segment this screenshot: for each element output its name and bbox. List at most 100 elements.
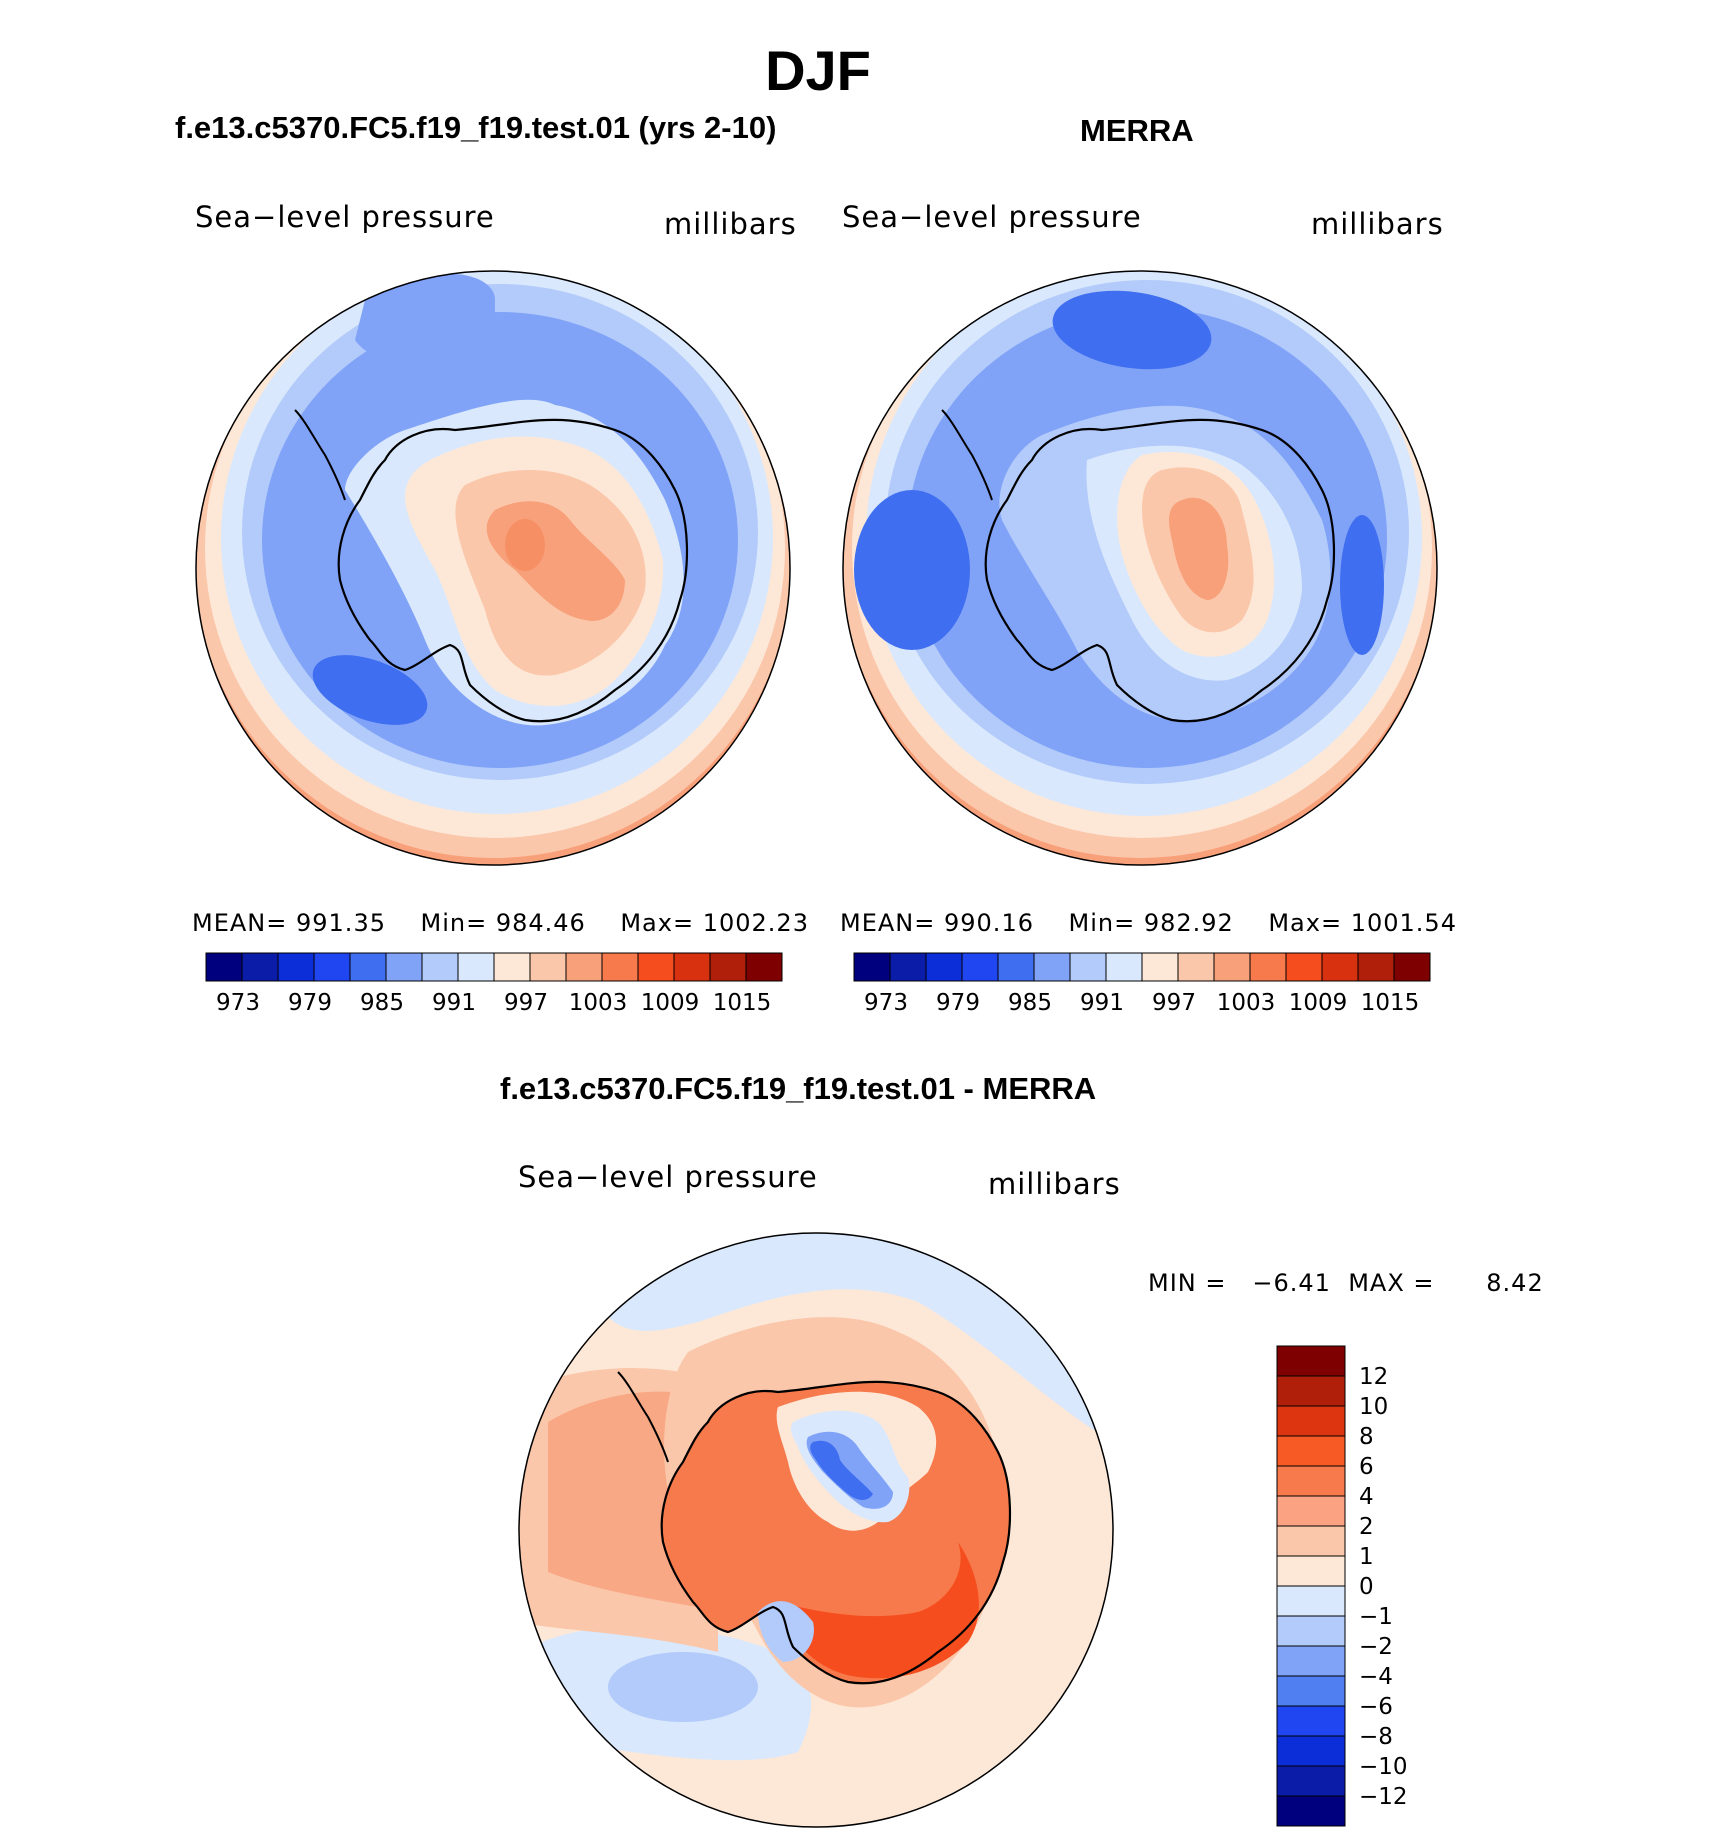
colorbar-difference-tick-label: −6 [1359,1694,1393,1720]
colorbar-model-swatch [745,952,783,982]
colorbar-model-swatch [349,952,387,982]
colorbar-merra-swatch [1033,952,1071,982]
colorbar-difference-tick-label: −2 [1359,1634,1393,1660]
colorbar-merra-swatch [1321,952,1359,982]
colorbar-model-swatch [205,952,243,982]
colorbar-merra-tick-label: 985 [1008,990,1052,1016]
colorbar-merra-tick-label: 1003 [1217,990,1276,1016]
panel-2-units-label: millibars [1311,207,1444,241]
colorbar-merra-swatch [1285,952,1323,982]
panel-2-min-value: 982.92 [1143,909,1234,937]
colorbar-difference-tick-label: 12 [1359,1364,1388,1390]
colorbar-difference-tick-label: 6 [1359,1454,1374,1480]
colorbar-difference-swatch [1276,1765,1346,1797]
colorbar-model-swatch [601,952,639,982]
colorbar-difference-tick-label: 10 [1359,1394,1388,1420]
colorbar-merra-swatch [1141,952,1179,982]
colorbar-model-swatch [529,952,567,982]
colorbar-difference-tick-label: 1 [1359,1544,1374,1570]
colorbar-merra-swatch [1393,952,1431,982]
panel-1-min-value: 984.46 [495,909,586,937]
colorbar-merra-tick-label: 973 [864,990,908,1016]
colorbar-model: 973 979 985 991 997 1003 1009 1015 [205,952,783,1016]
colorbar-merra-tick-label: 991 [1080,990,1124,1016]
colorbar-difference-tick-label: −12 [1359,1784,1408,1810]
colorbar-model-swatch [637,952,675,982]
map-merra-slp [842,270,1438,866]
colorbar-merra-swatch [1357,952,1395,982]
colorbar-difference-swatch [1276,1465,1346,1497]
colorbar-model-swatch [385,952,423,982]
colorbar-difference-swatch [1276,1645,1346,1677]
panel-3-variable-label: Sea−level pressure [518,1160,818,1194]
colorbar-merra-tick-label: 979 [936,990,980,1016]
colorbar-model-swatch [313,952,351,982]
colorbar-difference-tick-label: 4 [1359,1484,1374,1510]
colorbar-difference-tick-label: −1 [1359,1604,1393,1630]
panel-2-mean-label: MEAN= [840,909,936,937]
colorbar-difference-tick-label: 2 [1359,1514,1374,1540]
colorbar-merra-tick-label: 997 [1152,990,1196,1016]
colorbar-merra-swatch [1177,952,1215,982]
colorbar-merra-tick-label: 1015 [1361,990,1420,1016]
panel-1-title: f.e13.c5370.FC5.f19_f19.test.01 (yrs 2-1… [175,110,777,145]
colorbar-difference-swatch [1276,1435,1346,1467]
panel-2-mean-value: 990.16 [944,909,1034,937]
panel-1-variable-label: Sea−level pressure [195,200,495,234]
panel-3-units-label: millibars [988,1167,1121,1201]
panel-1-mean-label: MEAN= [192,909,288,937]
panel-2-min-label: Min= [1068,909,1136,937]
colorbar-difference-swatch [1276,1405,1346,1437]
panel-2-variable-label: Sea−level pressure [842,200,1142,234]
colorbar-model-tick-label: 985 [360,990,404,1016]
colorbar-difference-swatch [1276,1795,1346,1827]
colorbar-merra-swatch [961,952,999,982]
colorbar-difference-swatch [1276,1705,1346,1737]
colorbar-merra-swatch [1249,952,1287,982]
colorbar-model-swatch [421,952,459,982]
colorbar-merra-tick-label: 1009 [1289,990,1348,1016]
panel-3-max-value: 8.42 [1486,1269,1544,1297]
colorbar-model-tick-label: 973 [216,990,260,1016]
panel-3-title: f.e13.c5370.FC5.f19_f19.test.01 - MERRA [500,1071,1097,1106]
panel-3-min-label: MIN = [1148,1269,1227,1297]
colorbar-merra-swatch [889,952,927,982]
colorbar-difference-swatch [1276,1495,1346,1527]
colorbar-merra-swatch [1213,952,1251,982]
colorbar-difference-swatch [1276,1735,1346,1767]
colorbar-model-tick-label: 1003 [569,990,628,1016]
colorbar-difference-swatch [1276,1615,1346,1647]
panel-3-min-value: −6.41 [1252,1269,1331,1297]
colorbar-difference-tick-label: 8 [1359,1424,1374,1450]
panel-1-mean-value: 991.35 [296,909,386,937]
colorbar-difference-tick-label: −8 [1359,1724,1393,1750]
map-model-slp [195,270,791,866]
colorbar-merra-swatch [1069,952,1107,982]
colorbar-model-swatch [241,952,279,982]
colorbar-difference-swatch [1276,1675,1346,1707]
colorbar-difference-tick-label: 0 [1359,1574,1374,1600]
panel-1-units-label: millibars [664,207,797,241]
colorbar-model-swatch [457,952,495,982]
panel-2-max-value: 1001.54 [1350,909,1457,937]
colorbar-model-tick-label: 991 [432,990,476,1016]
panel-1-stats: MEAN= 991.35 Min= 984.46 Max= 1002.23 [192,909,809,937]
colorbar-merra-swatch [925,952,963,982]
panel-2-stats: MEAN= 990.16 Min= 982.92 Max= 1001.54 [840,909,1457,937]
panel-3-max-label: MAX = [1348,1269,1435,1297]
colorbar-difference-swatch [1276,1375,1346,1407]
panel-1-max-label: Max= [620,909,695,937]
colorbar-model-swatch [493,952,531,982]
colorbar-merra-swatch [853,952,891,982]
panel-1-max-value: 1002.23 [702,909,809,937]
colorbar-merra-swatch [1105,952,1143,982]
map-difference-slp [518,1232,1114,1828]
panel-2-max-label: Max= [1268,909,1343,937]
colorbar-difference-swatch [1276,1585,1346,1617]
colorbar-difference-swatch [1276,1345,1346,1377]
colorbar-difference-tick-label: −4 [1359,1664,1393,1690]
colorbar-model-swatch [709,952,747,982]
colorbar-difference-tick-label: −10 [1359,1754,1408,1780]
colorbar-difference-swatch [1276,1555,1346,1587]
